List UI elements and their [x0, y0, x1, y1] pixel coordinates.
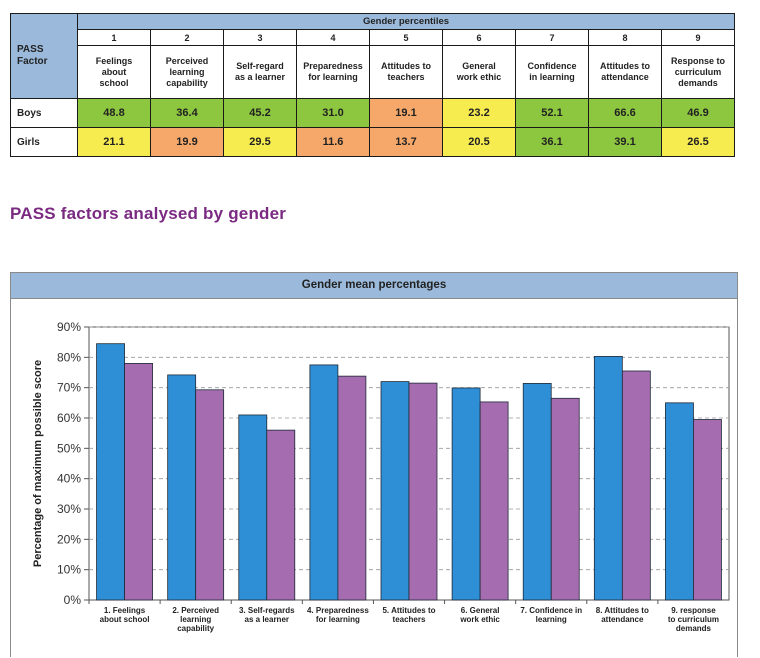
- factor-number-5: 5: [369, 29, 443, 46]
- y-tick-label: 60%: [57, 411, 81, 425]
- chart-title: Gender mean percentages: [11, 273, 737, 299]
- boys-value-6: 23.2: [442, 98, 516, 128]
- boys-value-2: 36.4: [150, 98, 224, 128]
- factor-name-9: Response to curriculum demands: [661, 45, 735, 99]
- table-title: Gender percentiles: [77, 13, 735, 30]
- x-category-label: 1. Feelings about school: [100, 606, 150, 624]
- factor-number-9: 9: [661, 29, 735, 46]
- bar-series1-7: [522, 383, 552, 601]
- boys-value-9: 46.9: [661, 98, 735, 128]
- bar-series1-9: [665, 402, 694, 601]
- x-category-label: 3. Self-regards as a learner: [239, 606, 295, 624]
- bar-series2-8: [621, 370, 651, 601]
- section-heading: PASS factors analysed by gender: [10, 204, 287, 223]
- y-tick-label: 30%: [57, 502, 81, 516]
- girls-value-5: 13.7: [369, 127, 443, 157]
- x-category-label: 2. Perceived learning capability: [172, 606, 219, 633]
- row-label-girls: Girls: [10, 127, 78, 157]
- girls-value-4: 11.6: [296, 127, 370, 157]
- table-row-girls: Girls 21.1 19.9 29.5 11.6 13.7 20.5 36.1 39.1 26.…: [10, 127, 735, 157]
- girls-value-2: 19.9: [150, 127, 224, 157]
- y-tick-label: 90%: [57, 320, 81, 334]
- x-category-label: 8. Attitudes to attendance: [596, 606, 649, 624]
- bar-series2-6: [479, 401, 509, 601]
- girls-value-3: 29.5: [223, 127, 297, 157]
- factor-name-5: Attitudes to teachers: [369, 45, 443, 99]
- table-row-boys: Boys 48.8 36.4 45.2 31.0 19.1 23.2 52.1 66.6 46.9: [10, 98, 735, 128]
- y-tick-label: 50%: [57, 441, 81, 455]
- girls-value-7: 36.1: [515, 127, 589, 157]
- boys-value-4: 31.0: [296, 98, 370, 128]
- bar-series1-3: [238, 414, 268, 601]
- bar-series2-4: [337, 375, 367, 601]
- boys-value-7: 52.1: [515, 98, 589, 128]
- bar-series2-1: [124, 363, 153, 601]
- boys-value-1: 48.8: [77, 98, 151, 128]
- factor-name-2: Perceived learning capability: [150, 45, 224, 99]
- factor-name-7: Confidence in learning: [515, 45, 589, 99]
- y-tick-label: 0%: [64, 593, 82, 607]
- bar-series1-8: [593, 356, 623, 601]
- x-category-label: 9. response to curriculum demands: [668, 606, 719, 633]
- y-tick-label: 80%: [57, 350, 81, 364]
- gender-percentiles-table: PASS Factor Gender percentiles 1 2 3 4 5 6 7 8 9 Fe…: [10, 13, 735, 157]
- y-axis-label: Percentage of maximum possible score: [32, 360, 44, 567]
- factor-name-3: Self-regard as a learner: [223, 45, 297, 99]
- bar-series2-2: [195, 389, 225, 601]
- y-tick-label: 10%: [57, 563, 81, 577]
- bar-series1-6: [451, 387, 481, 601]
- factor-name-1: Feelings about school: [77, 45, 151, 99]
- gender-mean-chart-panel: Gender mean percentages 0% 10% 20% 30% 40% 50…: [10, 272, 738, 657]
- bar-series1-4: [309, 364, 339, 601]
- factor-number-1: 1: [77, 29, 151, 46]
- bar-series2-7: [550, 397, 580, 601]
- bar-series1-1: [96, 343, 125, 601]
- factor-name-4: Preparedness for learning: [296, 45, 370, 99]
- y-tick-label: 40%: [57, 472, 81, 486]
- bar-series2-5: [408, 382, 438, 601]
- table-title-row: PASS Factor Gender percentiles: [10, 13, 735, 99]
- factor-number-4: 4: [296, 29, 370, 46]
- factor-number-6: 6: [442, 29, 516, 46]
- x-category-label: 6. General work ethic: [459, 606, 500, 624]
- factor-number-2: 2: [150, 29, 224, 46]
- factor-number-8: 8: [588, 29, 662, 46]
- x-category-label: 5. Attitudes to teachers: [382, 606, 435, 624]
- factor-name-8: Attitudes to attendance: [588, 45, 662, 99]
- boys-value-5: 19.1: [369, 98, 443, 128]
- girls-value-1: 21.1: [77, 127, 151, 157]
- factor-number-3: 3: [223, 29, 297, 46]
- bar-series2-3: [266, 429, 296, 601]
- table-corner-cell: PASS Factor: [10, 13, 78, 99]
- factor-name-6: General work ethic: [442, 45, 516, 99]
- y-tick-label: 70%: [57, 381, 81, 395]
- girls-value-6: 20.5: [442, 127, 516, 157]
- girls-value-9: 26.5: [661, 127, 735, 157]
- boys-value-8: 66.6: [588, 98, 662, 128]
- girls-value-8: 39.1: [588, 127, 662, 157]
- y-tick-label: 20%: [57, 532, 81, 546]
- row-label-boys: Boys: [10, 98, 78, 128]
- bar-series1-5: [380, 381, 410, 601]
- table-factor-row: Feelings about school Perceived learning …: [11, 45, 735, 99]
- x-category-label: 7. Confidence in learning: [520, 606, 582, 624]
- factor-number-7: 7: [515, 29, 589, 46]
- bar-series2-9: [693, 419, 722, 601]
- x-category-label: 4. Preparedness for learning: [307, 606, 369, 624]
- boys-value-3: 45.2: [223, 98, 297, 128]
- gender-mean-chart: 0% 10% 20% 30% 40% 50% 60% 70% 80% 90% Percentage …: [32, 320, 730, 633]
- bar-series1-2: [167, 374, 197, 601]
